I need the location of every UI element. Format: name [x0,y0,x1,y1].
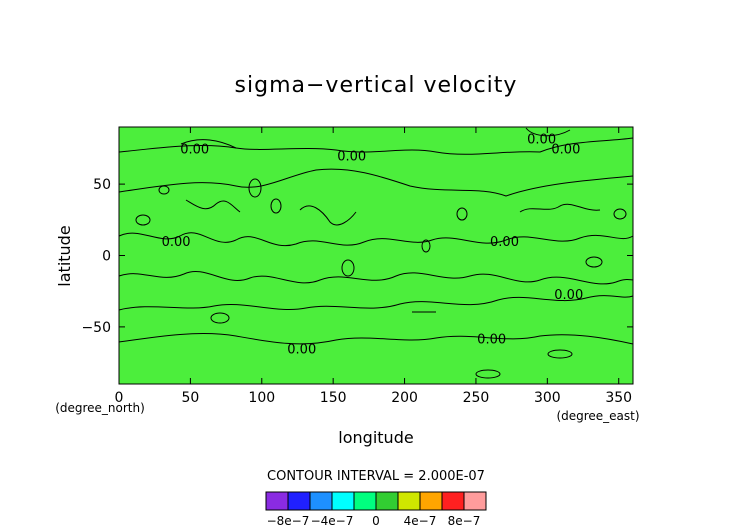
y-tick-label: −50 [81,320,111,336]
colorbar-swatch [420,492,442,510]
y-tick-label: 50 [93,177,111,193]
x-axis-title: longitude [338,428,413,447]
contour-cell [585,256,603,268]
y-unit-label: (degree_north) [55,401,145,415]
contour-cell [210,312,230,324]
contour-interval-text: CONTOUR INTERVAL = 2.000E-07 [267,469,485,484]
contour-cell [341,259,355,277]
colorbar-swatch [266,492,288,510]
colorbar: −8e−7 −4e−7 0 4e−7 8e−7 [265,491,487,528]
contour-label: 0.00 [287,342,316,357]
x-unit-label: (degree_east) [556,409,639,423]
colorbar-swatch [354,492,376,510]
colorbar-tick-label: −8e−7 [267,514,310,528]
colorbar-tick-label: 8e−7 [448,514,481,528]
contour-label: 0.00 [527,132,556,147]
x-tick-label: 50 [181,390,199,406]
contour-cell [456,207,468,221]
plot-area: 0.00 0.000.000.000.000.000.000.000.00 [118,126,634,385]
x-tick-label: 0 [115,390,124,406]
contour-cell [547,349,573,359]
y-tick-label: 0 [102,249,111,265]
x-tick-label: 300 [534,390,561,406]
contour-cell [475,369,501,379]
contour-lines [118,127,634,379]
contour-line [525,127,571,137]
colorbar-tick-label: 4e−7 [404,514,437,528]
colorbar-swatch [288,492,310,510]
contour-cell [613,208,627,220]
contour-line [118,271,634,285]
colorbar-tick-label: 0 [372,514,380,528]
colorbar-swatch [332,492,354,510]
x-tick-label: 350 [605,390,632,406]
contour-cell [421,239,431,253]
colorbar-swatch [464,492,486,510]
x-axis: 0 50 100 150 200 250 300 350 [115,127,632,406]
x-tick-label: 250 [463,390,490,406]
contour-label: 0.00 [180,142,209,157]
contour-cell [158,185,170,195]
field-background [119,127,633,384]
x-tick-label: 150 [320,390,347,406]
colorbar-swatch [442,492,464,510]
contour-line [118,232,634,247]
contour-label: 0.00 [337,150,366,165]
contour-line [118,295,634,311]
contour-line [118,333,634,345]
contour-line [519,203,601,213]
contour-line [118,137,634,155]
colorbar-tick-label: −4e−7 [311,514,354,528]
colorbar-swatch [310,492,332,510]
contour-label: 0.00 [490,235,519,250]
x-tick-label: 100 [248,390,275,406]
contour-cell [135,214,151,226]
contour-cell [248,178,262,198]
contour-line [118,168,634,197]
contour-line [299,205,357,226]
contour-labels: 0.00 0.000.000.000.000.000.000.000.00 [162,132,584,357]
x-tick-label: 200 [391,390,418,406]
contour-label: 0.00 [477,332,506,347]
colorbar-swatch [376,492,398,510]
colorbar-swatch [398,492,420,510]
contour-line [185,199,241,213]
contour-line [180,139,237,149]
contour-label: 0.00 [551,142,580,157]
contour-cell [270,198,282,214]
y-axis: −50 0 50 [81,177,633,336]
contour-label: 0.00 [554,288,583,303]
y-axis-title: latitude [55,225,74,286]
chart-title: sigma−vertical velocity [235,73,518,98]
contour-label: 0.00 [162,235,191,250]
